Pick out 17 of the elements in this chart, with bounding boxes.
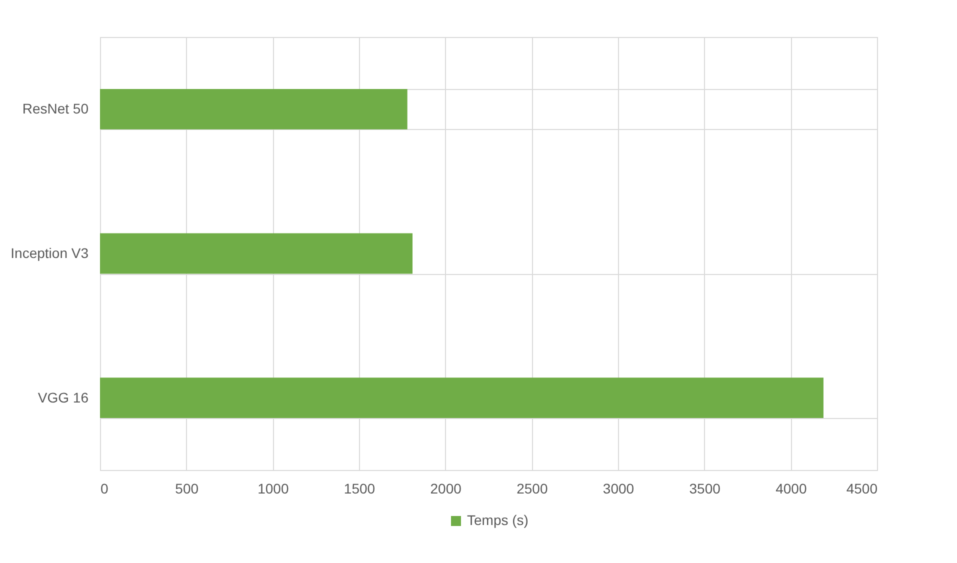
bar (100, 378, 824, 418)
bar (100, 88, 408, 130)
y-tick-label: VGG 16 (38, 389, 89, 406)
x-tick-label: 500 (175, 480, 199, 496)
legend-label: Temps (s) (467, 512, 528, 528)
x-tick-label: 1000 (258, 480, 289, 496)
x-tick-label: 3500 (689, 480, 721, 496)
x-tick-label: 1500 (344, 480, 376, 496)
x-tick-label: 2000 (430, 480, 462, 496)
bar (100, 233, 413, 274)
y-tick-label: Inception V3 (10, 245, 89, 261)
x-tick-label: 0 (100, 480, 108, 496)
x-tick-label: 4000 (776, 480, 807, 496)
x-tick-label: 4500 (846, 480, 878, 496)
x-tick-label: 2500 (516, 480, 548, 496)
y-tick-label: ResNet 50 (22, 100, 89, 117)
x-tick-label: 3000 (602, 480, 634, 496)
